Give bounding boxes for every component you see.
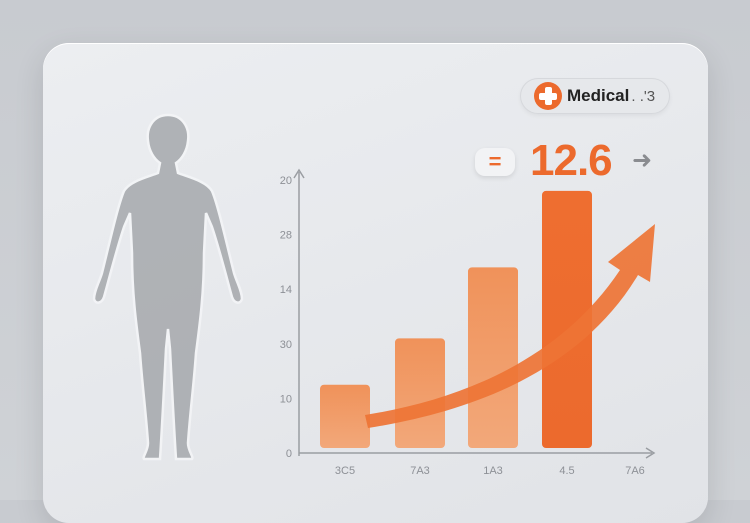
medical-cross-icon [534,82,562,110]
bar-chart: 0 10 30 14 28 20 3C5 7A3 1A3 4.5 7A6 [280,168,656,477]
y-axis-arrow-icon [293,168,305,179]
x-tick-label: 7A6 [625,465,645,477]
arrow-right-icon[interactable]: ➜ [632,147,653,174]
x-tick-label: 3C5 [335,465,355,477]
bar-3 [542,190,592,449]
badge-suffix: . .'3 [631,87,656,105]
bar-0 [320,384,370,448]
bar-2 [468,267,518,448]
y-tick-label: 30 [280,339,292,351]
y-tick-label: 10 [280,393,292,405]
x-tick-label: 7A3 [410,465,430,477]
y-tick-label: 20 [280,175,292,187]
x-tick-label: 1A3 [483,465,503,477]
y-tick-label: 0 [286,448,292,460]
trend-arrow [365,224,655,428]
bar-1 [395,338,445,448]
badge-label: Medical [567,86,630,105]
equals-icon[interactable]: = [475,148,515,176]
y-tick-label: 14 [280,284,292,296]
y-tick-label: 28 [280,230,292,242]
x-axis-arrow-icon [645,447,656,459]
human-silhouette-icon [92,113,244,461]
x-tick-label: 4.5 [559,465,574,477]
medical-badge[interactable]: Medical . .'3 [520,78,670,114]
metric-value: 12.6 [530,136,613,185]
